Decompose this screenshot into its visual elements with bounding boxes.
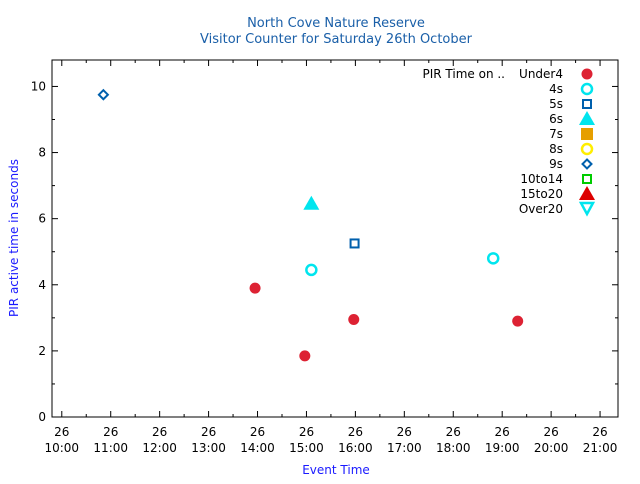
x-tick-label-time: 12:00 xyxy=(142,441,177,455)
legend-label: 4s xyxy=(549,82,563,96)
data-point-6s xyxy=(303,195,320,210)
legend-marker xyxy=(582,174,592,184)
legend-marker xyxy=(581,158,593,170)
x-tick-label-time: 19:00 xyxy=(485,441,520,455)
x-tick-label-day: 26 xyxy=(54,425,69,439)
x-tick-label-time: 16:00 xyxy=(338,441,373,455)
data-point-Under4 xyxy=(299,350,311,362)
legend-label: 10to14 xyxy=(520,172,563,186)
x-axis-label: Event Time xyxy=(302,463,370,477)
data-point-Under4 xyxy=(348,313,360,325)
legend-label: Over20 xyxy=(519,202,563,216)
legend-marker xyxy=(580,82,594,96)
data-point-9s xyxy=(97,88,110,101)
legend-marker xyxy=(579,186,595,200)
x-tick-label-day: 26 xyxy=(397,425,412,439)
x-tick-label-day: 26 xyxy=(152,425,167,439)
legend-marker xyxy=(578,201,596,217)
legend-label: 6s xyxy=(549,112,563,126)
legend-marker xyxy=(582,99,592,109)
data-point-Under4 xyxy=(249,282,261,294)
legend-marker xyxy=(579,111,595,125)
data-point-5s xyxy=(349,238,360,249)
y-tick-label: 4 xyxy=(38,278,46,292)
x-tick-label-time: 18:00 xyxy=(436,441,471,455)
legend: PIR Time on .. Under44s5s6s7s8s9s10to1415… xyxy=(423,67,596,217)
plot-frame xyxy=(51,59,619,418)
legend-label: Under4 xyxy=(519,67,563,81)
y-tick-label: 6 xyxy=(38,212,46,226)
legend-label: 15to20 xyxy=(520,187,563,201)
x-axis: 26 10:00 26 11:00 26 12:00 26 13:00 26 14:00 26 15:… xyxy=(44,60,617,455)
legend-label: 9s xyxy=(549,157,563,171)
legend-marker xyxy=(580,142,594,156)
x-tick-label-day: 26 xyxy=(348,425,363,439)
legend-marker xyxy=(581,128,593,140)
chart-title: North Cove Nature Reserve xyxy=(247,16,425,31)
x-tick-label-time: 11:00 xyxy=(93,441,128,455)
y-axis-label: PIR active time in seconds xyxy=(7,159,21,317)
y-tick-label: 0 xyxy=(38,410,46,424)
x-tick-label-day: 26 xyxy=(103,425,118,439)
legend-label: 7s xyxy=(549,127,563,141)
legend-title: PIR Time on .. xyxy=(423,67,506,81)
x-tick-label-day: 26 xyxy=(592,425,607,439)
x-tick-label-day: 26 xyxy=(446,425,461,439)
x-tick-label-time: 13:00 xyxy=(191,441,226,455)
data-point-4s xyxy=(486,252,500,265)
x-tick-label-time: 17:00 xyxy=(387,441,422,455)
x-tick-label-day: 26 xyxy=(543,425,558,439)
y-tick-label: 8 xyxy=(38,146,46,160)
legend-marker xyxy=(581,68,593,80)
x-tick-label-time: 21:00 xyxy=(583,441,618,455)
chart-subtitle: Visitor Counter for Saturday 26th Octobe… xyxy=(200,32,473,47)
data-points xyxy=(97,88,524,362)
data-point-Under4 xyxy=(512,315,524,327)
x-tick-label-time: 14:00 xyxy=(240,441,275,455)
x-tick-label-day: 26 xyxy=(299,425,314,439)
x-tick-label-day: 26 xyxy=(201,425,216,439)
x-tick-label-time: 10:00 xyxy=(44,441,79,455)
x-tick-label-day: 26 xyxy=(250,425,265,439)
legend-label: 8s xyxy=(549,142,563,156)
legend-label: 5s xyxy=(549,97,563,111)
y-tick-label: 10 xyxy=(31,79,46,93)
x-tick-label-time: 20:00 xyxy=(534,441,569,455)
y-tick-label: 2 xyxy=(38,344,46,358)
axes xyxy=(51,59,619,418)
x-tick-label-time: 15:00 xyxy=(289,441,324,455)
data-point-4s xyxy=(305,263,318,277)
x-tick-label-day: 26 xyxy=(495,425,510,439)
y-axis: 0 2 4 6 8 10 xyxy=(31,79,618,424)
